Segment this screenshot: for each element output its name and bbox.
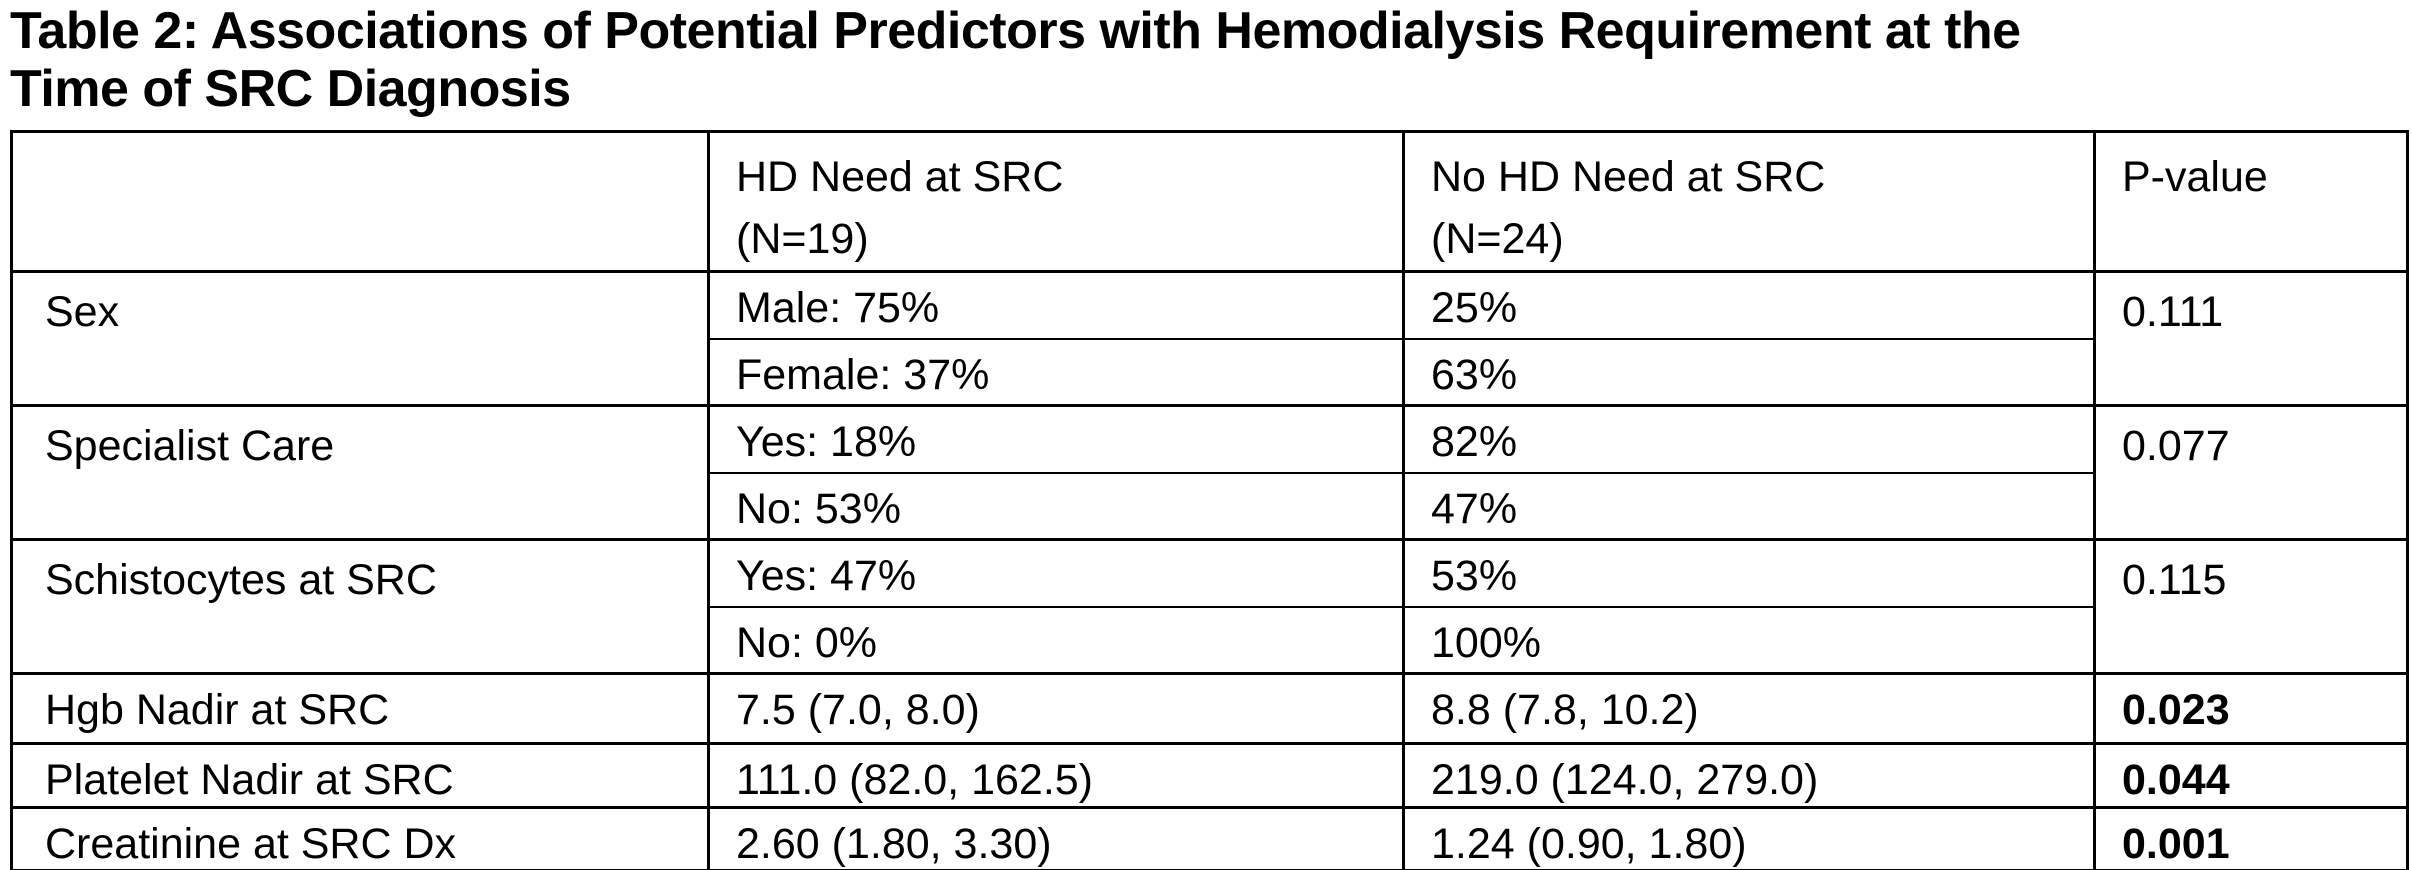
header-no-hd-need-line-1: No HD Need at SRC (1431, 153, 1826, 201)
cell-sex-female-no-hd: 63% (1402, 337, 2096, 407)
cell-schistocytes-yes-no-hd: 53% (1402, 538, 2096, 608)
header-no-hd-need-line-2: (N=24) (1431, 215, 1564, 263)
table-row-platelet-nadir: Platelet Nadir at SRC 111.0 (82.0, 162.5… (10, 742, 2409, 809)
cell-sex-hd: Male: 75% (707, 270, 1405, 340)
header-cell-empty (10, 130, 710, 273)
row-label-schistocytes: Schistocytes at SRC (10, 538, 710, 675)
cell-hgb-nadir-hd: 7.5 (7.0, 8.0) (707, 672, 1405, 745)
cell-hgb-nadir-no-hd: 8.8 (7.8, 10.2) (1402, 672, 2096, 745)
p-value-sex: 0.111 (2093, 270, 2409, 407)
table-row-creatinine: Creatinine at SRC Dx 2.60 (1.80, 3.30) 1… (10, 806, 2409, 870)
p-value-hgb-nadir: 0.023 (2093, 672, 2409, 745)
cell-schistocytes-no-hd: No: 0% (707, 605, 1405, 675)
p-value-schistocytes: 0.115 (2093, 538, 2409, 675)
row-label-sex: Sex (10, 270, 710, 407)
header-hd-need-line-2: (N=19) (736, 215, 869, 263)
header-cell-hd-need: HD Need at SRC (N=19) (707, 130, 1405, 273)
table-title-line-1: Table 2: Associations of Potential Predi… (10, 2, 2021, 60)
header-cell-no-hd-need: No HD Need at SRC (N=24) (1402, 130, 2096, 273)
cell-platelet-nadir-no-hd: 219.0 (124.0, 279.0) (1402, 742, 2096, 809)
cell-schistocytes-no-no-hd: 100% (1402, 605, 2096, 675)
row-label-hgb-nadir: Hgb Nadir at SRC (10, 672, 710, 745)
table-row-sex-female: Female: 37% 63% (12, 337, 2408, 407)
predictors-table: HD Need at SRC (N=19) No HD Need at SRC … (10, 130, 2409, 870)
table-title: Table 2: Associations of Potential Predi… (10, 2, 2021, 118)
cell-sex-no-hd: 25% (1402, 270, 2096, 340)
cell-schistocytes-yes-hd: Yes: 47% (707, 538, 1405, 608)
header-cell-p-value: P-value (2093, 130, 2409, 273)
table-row-sex-male: Sex Male: 75% 25% 0.111 (10, 270, 2409, 407)
row-label-specialist-care: Specialist Care (10, 404, 710, 541)
cell-creatinine-hd: 2.60 (1.80, 3.30) (707, 806, 1405, 870)
header-row: HD Need at SRC (N=19) No HD Need at SRC … (10, 130, 2409, 273)
row-label-creatinine: Creatinine at SRC Dx (10, 806, 710, 870)
cell-specialist-no-hd: No: 53% (707, 471, 1405, 541)
table-row-schistocytes-yes: Schistocytes at SRC Yes: 47% 53% 0.115 (10, 538, 2409, 675)
table-row-specialist-no: No: 53% 47% (12, 471, 2408, 541)
table-row-specialist-yes: Specialist Care Yes: 18% 82% 0.077 (10, 404, 2409, 541)
cell-creatinine-no-hd: 1.24 (0.90, 1.80) (1402, 806, 2096, 870)
cell-specialist-yes-hd: Yes: 18% (707, 404, 1405, 474)
header-hd-need-line-1: HD Need at SRC (736, 153, 1064, 201)
table-title-line-2: Time of SRC Diagnosis (10, 60, 571, 118)
cell-specialist-no-no-hd: 47% (1402, 471, 2096, 541)
p-value-platelet-nadir: 0.044 (2093, 742, 2409, 809)
cell-sex-female-hd: Female: 37% (707, 337, 1405, 407)
cell-specialist-yes-no-hd: 82% (1402, 404, 2096, 474)
p-value-creatinine: 0.001 (2093, 806, 2409, 870)
table-row-schistocytes-no: No: 0% 100% (12, 605, 2408, 675)
table-row-hgb-nadir: Hgb Nadir at SRC 7.5 (7.0, 8.0) 8.8 (7.8… (10, 672, 2409, 745)
p-value-specialist-care: 0.077 (2093, 404, 2409, 541)
row-label-platelet-nadir: Platelet Nadir at SRC (10, 742, 710, 809)
cell-platelet-nadir-hd: 111.0 (82.0, 162.5) (707, 742, 1405, 809)
